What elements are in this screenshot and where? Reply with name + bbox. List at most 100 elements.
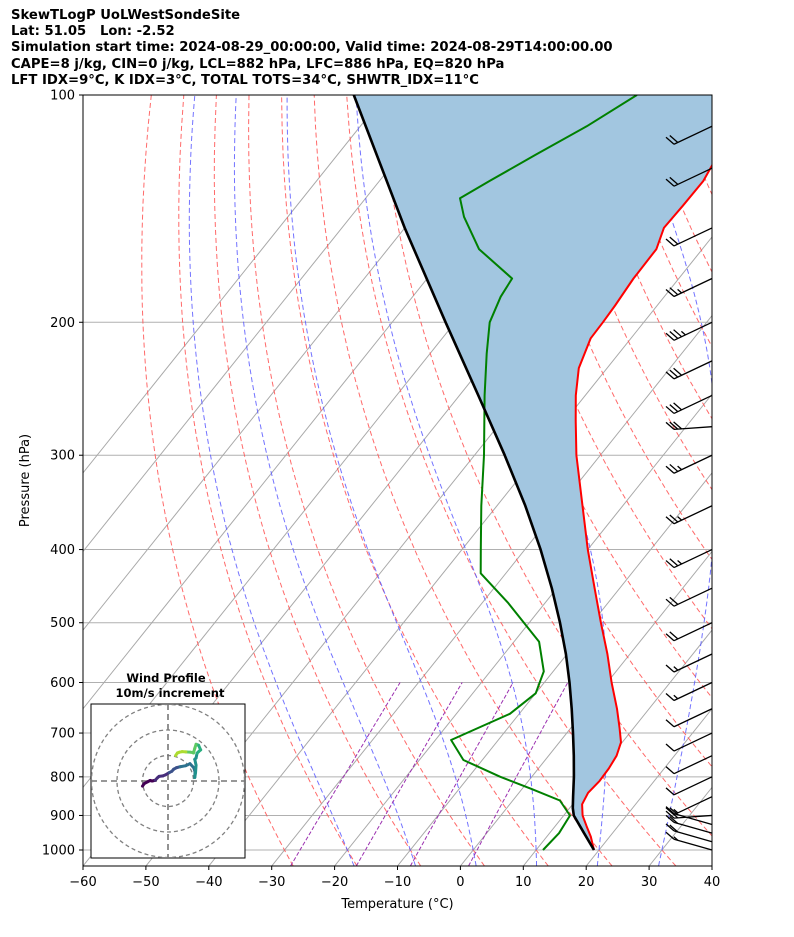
- dry-adiabat: [178, 95, 358, 866]
- x-tick-label: −50: [132, 875, 159, 890]
- moist-adiabat: [632, 95, 712, 866]
- mixing-ratio-line: [290, 682, 401, 866]
- barb-flag: [669, 369, 679, 378]
- wind-barb: [665, 421, 713, 431]
- barb-flag: [673, 421, 683, 430]
- barb-half-flag: [677, 465, 683, 471]
- barb-flag: [665, 810, 675, 819]
- wind-barb: [665, 505, 713, 525]
- y-tick-label: 400: [50, 543, 75, 558]
- barb-half-flag: [677, 559, 683, 565]
- isotherm-line: [83, 95, 449, 553]
- x-tick-label: −40: [195, 875, 222, 890]
- barb-flag: [669, 514, 679, 523]
- wind-barb: [665, 814, 713, 834]
- barb-staff: [673, 838, 713, 851]
- x-axis-label: Temperature (°C): [340, 897, 453, 912]
- wind-barb: [665, 360, 713, 380]
- barb-flag: [665, 560, 675, 569]
- barb-half-flag: [673, 808, 679, 814]
- dry-adiabat: [346, 95, 677, 866]
- barb-flag: [669, 815, 679, 824]
- y-tick-label: 300: [50, 449, 75, 464]
- x-tick-label: 0: [456, 875, 464, 890]
- barb-flag: [669, 134, 679, 143]
- barb-staff: [673, 548, 713, 569]
- barb-flag: [665, 664, 675, 673]
- barb-flag: [665, 289, 675, 297]
- wind-barb: [665, 823, 713, 843]
- barb-flag: [665, 598, 675, 607]
- isotherm-line: [460, 550, 712, 866]
- x-tick-label: 10: [515, 875, 532, 890]
- barb-flag: [669, 824, 679, 833]
- barb-half-flag: [673, 836, 679, 841]
- barb-staff: [673, 227, 713, 247]
- wind-barb: [665, 125, 713, 145]
- wind-barb: [665, 732, 713, 752]
- barb-flag: [665, 421, 675, 430]
- x-tick-label: −20: [321, 875, 348, 890]
- barb-flag: [665, 516, 675, 525]
- moist-adiabat: [720, 95, 794, 866]
- wind-barb: [665, 681, 713, 702]
- barb-half-flag: [677, 516, 683, 521]
- barb-staff: [673, 394, 713, 415]
- barb-flag: [665, 823, 675, 832]
- wind-barb: [665, 277, 713, 298]
- wind-barb: [665, 227, 713, 247]
- hodograph-body: [91, 704, 245, 858]
- isotherm-line: [522, 629, 712, 866]
- barb-flag: [665, 814, 675, 823]
- temperature-profile: [574, 163, 712, 851]
- barb-flag: [669, 558, 679, 567]
- dry-adiabat: [313, 95, 613, 866]
- moist-adiabat: [355, 95, 538, 866]
- station-location: Lat: 51.05 Lon: -2.52: [11, 24, 175, 40]
- y-tick-label: 700: [50, 727, 75, 742]
- barb-flag: [669, 287, 679, 296]
- y-tick-label: 800: [50, 770, 75, 785]
- barb-flag: [665, 719, 675, 728]
- barb-staff: [673, 776, 713, 796]
- barb-staff: [673, 830, 713, 843]
- dry-adiabat: [248, 95, 485, 866]
- barb-flag: [665, 806, 675, 815]
- x-tick-label: −30: [258, 875, 285, 890]
- moist-adiabat: [233, 95, 416, 866]
- parcel-profile: [352, 95, 596, 851]
- barb-staff: [673, 755, 713, 775]
- y-tick-label: 100: [50, 89, 75, 104]
- barb-staff: [673, 813, 713, 826]
- barb-staff: [673, 321, 713, 341]
- x-tick-label: 20: [578, 875, 595, 890]
- station-title: SkewTLogP UoLWestSondeSite: [11, 8, 241, 23]
- cape-area: [353, 95, 712, 850]
- barb-staff: [673, 587, 713, 607]
- barb-flag: [665, 136, 675, 145]
- wind-barb: [665, 653, 713, 673]
- barb-flag: [669, 631, 679, 640]
- isotherm-line: [585, 707, 712, 866]
- barb-flag: [665, 831, 675, 840]
- x-tick-label: 30: [641, 875, 658, 890]
- barb-flag: [665, 633, 675, 642]
- isotherm-line: [334, 393, 712, 866]
- barb-staff: [673, 622, 713, 642]
- barb-staff: [673, 426, 713, 431]
- axes: −60 −50 −40 −30 −20 −10 0 10 20 30 40 100 200 300 400 5…: [18, 89, 720, 913]
- barb-half-flag: [673, 694, 679, 700]
- barb-half-flag: [680, 330, 686, 336]
- barb-flag: [665, 405, 675, 414]
- barb-staff: [673, 505, 713, 525]
- wind-barb: [665, 831, 713, 851]
- time-info: Simulation start time: 2024-08-29_00:00:…: [11, 40, 613, 56]
- y-axis-label: Pressure (hPa): [18, 434, 33, 527]
- barb-flag: [665, 787, 675, 796]
- hodograph-subtitle: 10m/s increment: [116, 686, 225, 700]
- wind-barb: [665, 776, 713, 796]
- y-tick-label: 200: [50, 316, 75, 331]
- dry-adiabat: [141, 95, 294, 866]
